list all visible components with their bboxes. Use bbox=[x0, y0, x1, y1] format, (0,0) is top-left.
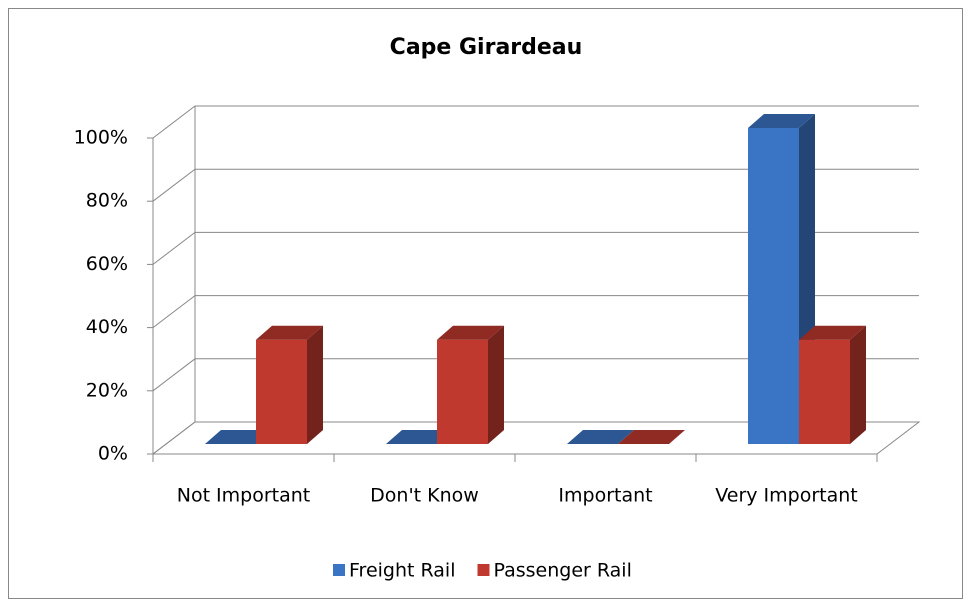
y-tick-label: 100% bbox=[74, 127, 128, 149]
bar bbox=[437, 325, 504, 444]
legend-label: Passenger Rail bbox=[494, 560, 632, 582]
grid-line bbox=[152, 358, 919, 392]
grid-line bbox=[152, 295, 919, 328]
y-tick-label: 20% bbox=[86, 379, 128, 401]
x-tick-label: Important bbox=[558, 485, 652, 507]
bar bbox=[205, 430, 272, 444]
chart-title: Cape Girardeau bbox=[390, 35, 583, 60]
grid-line bbox=[152, 231, 919, 265]
bar bbox=[256, 325, 323, 444]
grid-line bbox=[152, 421, 919, 455]
y-tick-label: 0% bbox=[98, 443, 128, 465]
legend-label: Freight Rail bbox=[349, 560, 456, 582]
bar bbox=[618, 430, 685, 444]
bar bbox=[799, 325, 866, 444]
y-tick-label: 40% bbox=[86, 316, 128, 338]
chart-border bbox=[8, 8, 963, 599]
grid-line bbox=[152, 105, 919, 139]
legend-swatch bbox=[333, 564, 345, 576]
x-tick-label: Don't Know bbox=[370, 485, 479, 507]
legend-swatch bbox=[477, 564, 490, 576]
x-tick-label: Very Important bbox=[715, 485, 858, 507]
y-tick-label: 80% bbox=[86, 190, 128, 212]
bar bbox=[567, 430, 634, 444]
grid-line bbox=[152, 168, 919, 202]
y-tick-label: 60% bbox=[86, 253, 128, 275]
x-tick-label: Not Important bbox=[177, 485, 311, 507]
bar bbox=[386, 430, 453, 444]
